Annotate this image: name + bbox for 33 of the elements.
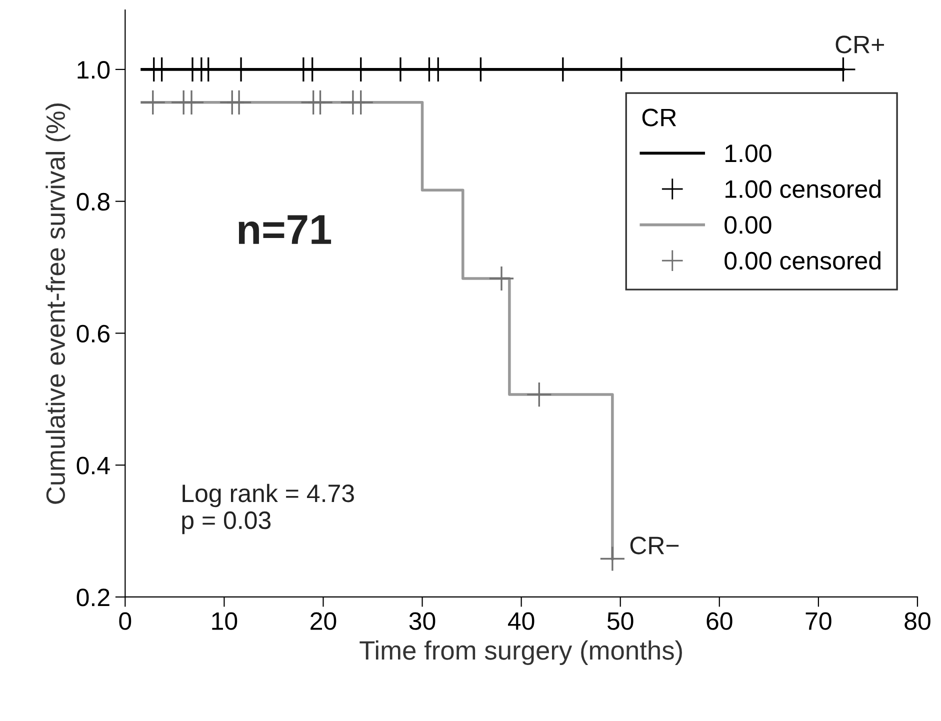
y-axis-title: Cumulative event-free survival (%) (46, 104, 70, 504)
point (308, 90, 332, 114)
x-tick-label: 30 (409, 612, 436, 630)
legend-label: 0.00 (724, 216, 772, 234)
y-tick-label: 0.8 (76, 192, 110, 211)
annotation: Log rank = 4.73 p = 0.03 (182, 484, 354, 534)
annotation: n=71 (238, 215, 332, 244)
point (348, 90, 373, 114)
legend-label: 1.00 (726, 144, 772, 162)
annotation: CR− (630, 536, 679, 554)
point (179, 90, 204, 114)
x-tick-label: 0 (119, 612, 132, 630)
x-tick-label: 50 (607, 612, 634, 630)
x-tick-label: 70 (806, 612, 832, 630)
point (489, 266, 514, 291)
x-axis-title: Time from surgery (months) (360, 640, 682, 666)
x-tick-label: 10 (212, 612, 238, 630)
x-tick-label: 20 (310, 612, 336, 630)
legend-label: 0.00 censored (724, 251, 880, 270)
point (227, 90, 252, 114)
point (600, 546, 624, 571)
point (527, 382, 552, 407)
legend-label: 1.00 censored (726, 180, 880, 198)
x-tick-label: 40 (508, 612, 534, 630)
legend-title: CR (642, 108, 676, 126)
y-tick-label: 0.4 (76, 456, 110, 474)
x-tick-label: 80 (904, 612, 930, 630)
y-tick-label: 1.0 (78, 61, 110, 79)
point (140, 90, 165, 114)
x-tick-label: 60 (706, 612, 732, 630)
y-tick-label: 0.2 (76, 588, 110, 606)
annotation: CR+ (836, 36, 884, 54)
y-tick-label: 0.6 (76, 324, 110, 343)
